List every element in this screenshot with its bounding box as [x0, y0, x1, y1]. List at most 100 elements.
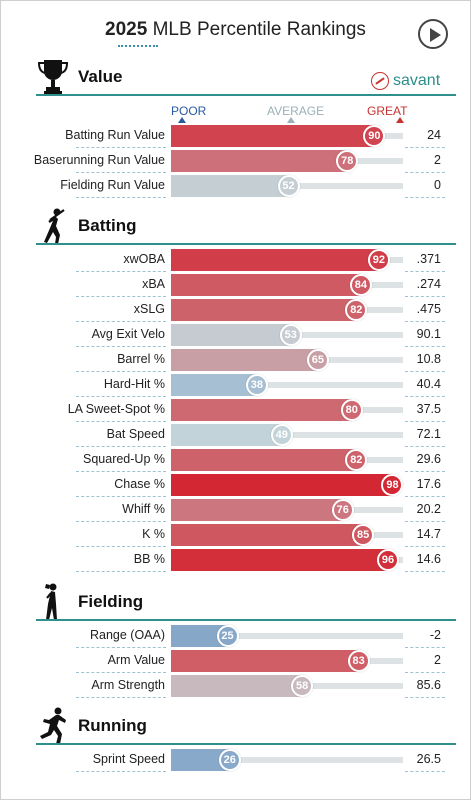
- percentile-bar: [171, 175, 289, 197]
- fielder-icon: [45, 583, 57, 620]
- percentile-bubble[interactable]: 83: [347, 650, 370, 672]
- metric-label: Barrel %: [117, 352, 165, 366]
- metric-row: Baserunning Run Value 78 2: [1, 149, 471, 174]
- metric-row: LA Sweet-Spot % 80 37.5: [1, 398, 471, 423]
- percentile-bubble[interactable]: 52: [277, 175, 300, 197]
- row-divider: [405, 647, 445, 648]
- row-divider: [405, 672, 445, 673]
- metric-row: Avg Exit Velo 53 90.1: [1, 323, 471, 348]
- metric-label: Whiff %: [122, 502, 165, 516]
- percentile-bubble[interactable]: 58: [291, 675, 314, 697]
- metric-label: K %: [142, 527, 165, 541]
- percentile-track: [227, 633, 403, 639]
- row-divider: [405, 321, 445, 322]
- metric-label: Bat Speed: [106, 427, 165, 441]
- percentile-track: [360, 282, 403, 288]
- metric-label: Squared-Up %: [83, 452, 165, 466]
- page-title: 2025 MLB Percentile Rankings: [1, 19, 470, 41]
- row-divider: [405, 197, 445, 198]
- stat-value: 2: [434, 153, 441, 167]
- percentile-bubble[interactable]: 38: [245, 374, 268, 396]
- percentile-bubble[interactable]: 85: [352, 524, 375, 546]
- section-header-batting: Batting: [36, 206, 456, 246]
- metric-row: Whiff % 76 20.2: [1, 498, 471, 523]
- row-divider: [76, 321, 166, 322]
- row-divider: [405, 296, 445, 297]
- scale-average-marker: [287, 117, 295, 123]
- metric-label: Range (OAA): [89, 628, 165, 642]
- percentile-track: [290, 332, 403, 338]
- metric-label: Hard-Hit %: [103, 377, 165, 391]
- section-title-batting: Batting: [78, 216, 137, 235]
- row-divider: [405, 496, 445, 497]
- row-divider: [405, 446, 445, 447]
- title-year: 2025: [105, 19, 148, 40]
- metric-row: Hard-Hit % 38 40.4: [1, 373, 471, 398]
- row-divider: [76, 396, 166, 397]
- row-divider: [405, 396, 445, 397]
- percentile-bar: [171, 399, 352, 421]
- percentile-bubble[interactable]: 53: [279, 324, 302, 346]
- percentile-bubble[interactable]: 78: [336, 150, 359, 172]
- percentile-track: [358, 658, 403, 664]
- percentile-bubble[interactable]: 76: [331, 499, 354, 521]
- percentile-bubble[interactable]: 92: [367, 249, 390, 271]
- percentile-bubble[interactable]: 98: [381, 474, 404, 496]
- metric-row: xBA 84 .274: [1, 273, 471, 298]
- metric-label: Avg Exit Velo: [91, 327, 165, 341]
- metric-label: Arm Strength: [91, 678, 165, 692]
- percentile-bubble[interactable]: 49: [270, 424, 293, 446]
- percentile-bubble[interactable]: 80: [340, 399, 363, 421]
- row-divider: [76, 771, 166, 772]
- percentile-bubble[interactable]: 25: [216, 625, 239, 647]
- metric-label: Arm Value: [107, 653, 165, 667]
- row-divider: [76, 172, 166, 173]
- metric-row: BB % 96 14.6: [1, 548, 471, 573]
- row-divider: [405, 771, 445, 772]
- metric-label: BB %: [133, 552, 165, 566]
- percentile-bar: [171, 249, 379, 271]
- metric-label: xBA: [142, 277, 165, 291]
- metric-row: Bat Speed 49 72.1: [1, 423, 471, 448]
- baseball-icon: [371, 72, 389, 90]
- percentile-track: [288, 183, 403, 189]
- percentile-track: [347, 158, 403, 164]
- row-divider: [76, 697, 166, 698]
- percentile-bubble[interactable]: 82: [345, 449, 368, 471]
- metric-label: xwOBA: [123, 252, 165, 266]
- percentile-bubble[interactable]: 65: [306, 349, 329, 371]
- row-divider: [76, 371, 166, 372]
- row-divider: [405, 546, 445, 547]
- percentile-bubble[interactable]: 96: [376, 549, 399, 571]
- metric-label: xSLG: [133, 302, 165, 316]
- metric-row: Chase % 98 17.6: [1, 473, 471, 498]
- metric-label: LA Sweet-Spot %: [67, 402, 165, 416]
- percentile-bubble[interactable]: 90: [363, 125, 386, 147]
- section-divider: [36, 619, 456, 621]
- percentile-bubble[interactable]: 84: [349, 274, 372, 296]
- metric-label: Fielding Run Value: [60, 178, 165, 192]
- play-button[interactable]: [418, 19, 448, 49]
- stat-value: 85.6: [416, 678, 441, 692]
- percentile-track: [342, 507, 403, 513]
- percentile-track: [363, 532, 403, 538]
- row-divider: [76, 197, 166, 198]
- percentile-bubble[interactable]: 82: [345, 299, 368, 321]
- percentile-track: [229, 757, 403, 763]
- section-header-running: Running: [36, 706, 456, 746]
- stat-value: 17.6: [416, 477, 441, 491]
- section-title-value: Value: [78, 67, 123, 86]
- metric-row: xSLG 82 .475: [1, 298, 471, 323]
- percentile-bubble[interactable]: 26: [218, 749, 241, 771]
- metric-row: Sprint Speed 26 26.5: [1, 748, 471, 773]
- percentile-track: [378, 257, 403, 263]
- section-title-fielding: Fielding: [78, 592, 144, 611]
- savant-logo: savant: [371, 69, 440, 93]
- row-divider: [76, 521, 166, 522]
- section-divider: [36, 94, 456, 96]
- percentile-track: [256, 382, 403, 388]
- stat-value: 24: [427, 128, 441, 142]
- scale-poor-label: POOR: [171, 104, 207, 118]
- percentile-track: [281, 432, 403, 438]
- row-divider: [76, 346, 166, 347]
